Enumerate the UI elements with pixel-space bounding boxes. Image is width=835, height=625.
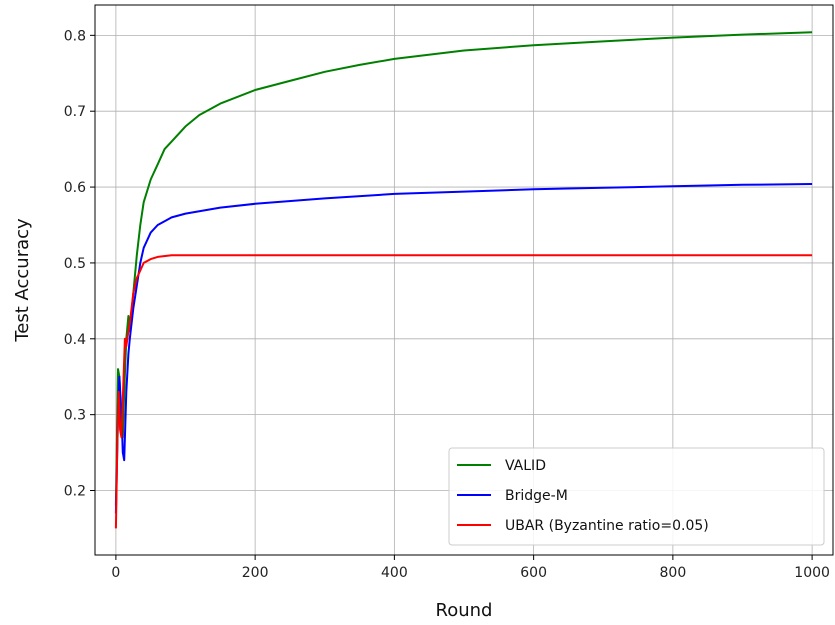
x-tick-label: 800 <box>660 565 687 581</box>
series-layer <box>114 31 813 529</box>
y-tick-label: 0.4 <box>64 332 86 348</box>
series-line-ubar <box>114 254 813 529</box>
series-line-bridge-m <box>114 183 813 514</box>
y-tick-label: 0.5 <box>64 256 86 272</box>
y-axis-label: Test Accuracy <box>12 218 33 343</box>
y-tick-label: 0.3 <box>64 408 86 424</box>
y-tick-label: 0.8 <box>64 28 86 44</box>
x-tick-label: 400 <box>381 565 408 581</box>
y-tick-label: 0.6 <box>64 180 86 196</box>
x-tick-label: 0 <box>111 565 120 581</box>
legend-label: Bridge-M <box>505 488 568 504</box>
y-tick-label: 0.7 <box>64 104 86 120</box>
legend-box <box>448 447 825 546</box>
x-tick-label: 600 <box>520 565 547 581</box>
legend: VALID Bridge-M UBAR (Byzantine ratio=0.05) <box>448 447 825 546</box>
axis-ticks: 0 200 400 600 800 1000 0.2 0.3 0.4 0.5 0.6 0.7 0.8 <box>64 28 830 581</box>
y-tick-label: 0.2 <box>64 484 86 500</box>
x-axis-label: Round <box>436 600 493 621</box>
x-tick-label: 200 <box>242 565 269 581</box>
legend-label: UBAR (Byzantine ratio=0.05) <box>505 518 709 534</box>
legend-label: VALID <box>505 458 546 474</box>
plot-area-frame <box>94 4 834 556</box>
series-line-valid <box>114 31 813 506</box>
x-tick-label: 1000 <box>794 565 830 581</box>
